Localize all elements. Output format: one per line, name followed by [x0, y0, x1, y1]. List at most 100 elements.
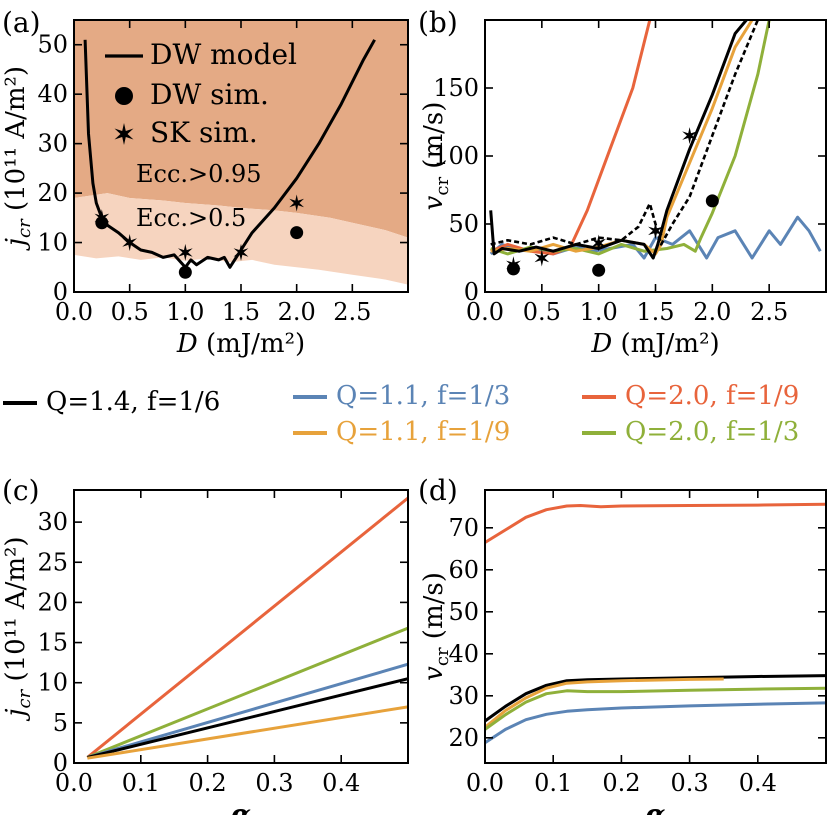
sk-sim-point [178, 243, 193, 261]
y-tick-label: 15 [37, 629, 68, 657]
series-line-q-1-1-f-1-3 [86, 662, 408, 759]
x-tick-label: 0.3 [671, 769, 709, 797]
sk-sim-point [682, 127, 697, 145]
dw-sim-point [705, 194, 719, 208]
panel-a: 0.0 0.5 1.0 1.5 2.0 2.5 0 10 20 30 40 50 D (mJ/m²) jc… [1, 6, 409, 359]
y-axis-label-sub: cr [432, 177, 453, 196]
panel-label: (c) [2, 474, 40, 507]
series-line-q-1-1-f-1-9 [87, 705, 408, 760]
y-axis-label: vcr (m/s) [419, 102, 453, 211]
x-tick-label: 0.3 [255, 769, 293, 797]
series-line-q-1-1-f-1-3 [485, 701, 826, 745]
y-tick-label: 50 [37, 31, 68, 59]
y-axis-label-unit: (m/s) [419, 572, 449, 647]
region-ecc-095 [74, 20, 408, 238]
y-tick-label: 20 [37, 588, 68, 616]
series-line-q-2-0-f-1-9 [86, 496, 408, 759]
x-axis-label: D (mJ/m²) [176, 329, 305, 359]
y-tick-label: 5 [53, 709, 68, 737]
series-line-q-2-0-f-1-9 [485, 502, 826, 544]
shared-legend: Q=1.4, f=1/6 Q=1.1, f=1/3 Q=2.0, f=1/9 Q=1.… [3, 381, 799, 447]
x-tick-label: 1.5 [222, 298, 260, 326]
y-tick-label: 30 [37, 130, 68, 158]
y-axis-label-unit: (m/s) [419, 102, 449, 177]
x-axis-label-unit: (mJ/m²) [198, 329, 305, 359]
sk-sim-point [94, 209, 110, 227]
panel-label: (d) [418, 474, 458, 507]
region-label-ecc-05: Ecc.>0.5 [136, 204, 246, 232]
panel-b: 0.0 0.5 1.0 1.5 2.0 2.5 0 50 100 150 D (mJ/m²) vcr … [418, 6, 827, 359]
x-tick-label: 0.2 [602, 769, 640, 797]
y-axis-label-symbol: j [1, 708, 31, 721]
panel-label: (b) [418, 6, 458, 39]
y-tick-label: 20 [37, 179, 68, 207]
y-axis-label: jcr (10¹¹ A/m²) [1, 536, 35, 721]
y-tick-label: 0 [464, 278, 479, 306]
sk-sim-point [289, 194, 304, 212]
y-tick-label: 60 [448, 556, 479, 584]
dw-sim-point [178, 265, 192, 279]
x-axis-label: α [645, 800, 665, 815]
shared-legend-label: Q=1.1, f=1/9 [336, 417, 510, 447]
y-tick-label: 50 [448, 598, 479, 626]
x-tick-label: 0.4 [739, 769, 777, 797]
y-tick-label: 40 [448, 640, 479, 668]
x-tick-label: 2.0 [693, 298, 731, 326]
series-line-q-2-0-f-1-3 [86, 626, 408, 759]
y-axis-label: jcr (10¹¹ A/m²) [1, 66, 35, 251]
y-axis-label-symbol: v [419, 666, 449, 681]
series-group [485, 502, 826, 745]
region-label-ecc-095: Ecc.>0.95 [136, 160, 262, 188]
axes-frame [484, 489, 827, 764]
x-tick-label: 0.5 [111, 298, 149, 326]
x-tick-label: 0.0 [55, 769, 93, 797]
x-tick-label: 2.5 [750, 298, 788, 326]
y-tick-label: 150 [433, 74, 479, 102]
x-axis-label-symbol: D [590, 329, 612, 359]
legend-circle-marker [115, 87, 133, 105]
series-line-q-2-0-f-1-3 [485, 686, 826, 731]
series-line-q-1-1-f-1-9 [485, 677, 724, 729]
sk-sim-point [648, 222, 663, 240]
y-tick-label: 0 [53, 749, 68, 777]
x-tick-label: 0.0 [466, 298, 504, 326]
panel-d: 0.0 0.1 0.2 0.3 0.4 20 30 40 50 60 70 α vcr (m/s) (d) [418, 474, 827, 815]
y-axis-label-symbol: v [419, 195, 449, 210]
x-tick-label: 1.5 [636, 298, 674, 326]
series-line-q-1-4-f-1-6 [485, 674, 826, 723]
y-axis-label: vcr (m/s) [419, 572, 453, 681]
x-tick-label: 0.0 [55, 298, 93, 326]
axes-frame [73, 489, 409, 764]
sk-sim-point [122, 234, 137, 251]
y-tick-label: 0 [53, 278, 68, 306]
y-tick-label: 20 [448, 724, 479, 752]
x-tick-label: 1.0 [580, 298, 618, 326]
x-tick-label: 1.0 [166, 298, 204, 326]
y-axis-label-sub: cr [14, 218, 35, 238]
y-tick-label: 10 [37, 669, 68, 697]
x-tick-label: 2.5 [333, 298, 371, 326]
sk-sim-point [506, 256, 521, 274]
sk-sim-point [233, 243, 249, 261]
panel-label: (a) [2, 6, 41, 39]
y-axis-label-sub: cr [432, 647, 453, 666]
y-tick-label: 50 [448, 210, 479, 238]
y-tick-label: 100 [433, 142, 479, 170]
y-axis-label-unit: (10¹¹ A/m²) [1, 66, 31, 219]
x-axis-label-symbol: D [176, 329, 198, 359]
shared-legend-label: Q=1.1, f=1/3 [336, 381, 510, 411]
y-tick-label: 40 [37, 80, 68, 108]
x-axis-label: α [231, 800, 251, 815]
series-group [489, 20, 822, 260]
legend-label: DW sim. [150, 78, 269, 111]
panel-legend: DW model DW sim. SK sim. Ecc.>0.95 Ecc.>0.5 [105, 38, 297, 232]
x-axis-label: D (mJ/m²) [590, 329, 719, 359]
x-tick-label: 0.0 [466, 769, 504, 797]
legend-label: DW model [150, 38, 297, 71]
series-line-q-2-0-f-1-9 [490, 20, 652, 256]
x-tick-label: 0.2 [189, 769, 227, 797]
x-tick-label: 0.4 [322, 769, 360, 797]
sk-sim-point [534, 249, 550, 267]
